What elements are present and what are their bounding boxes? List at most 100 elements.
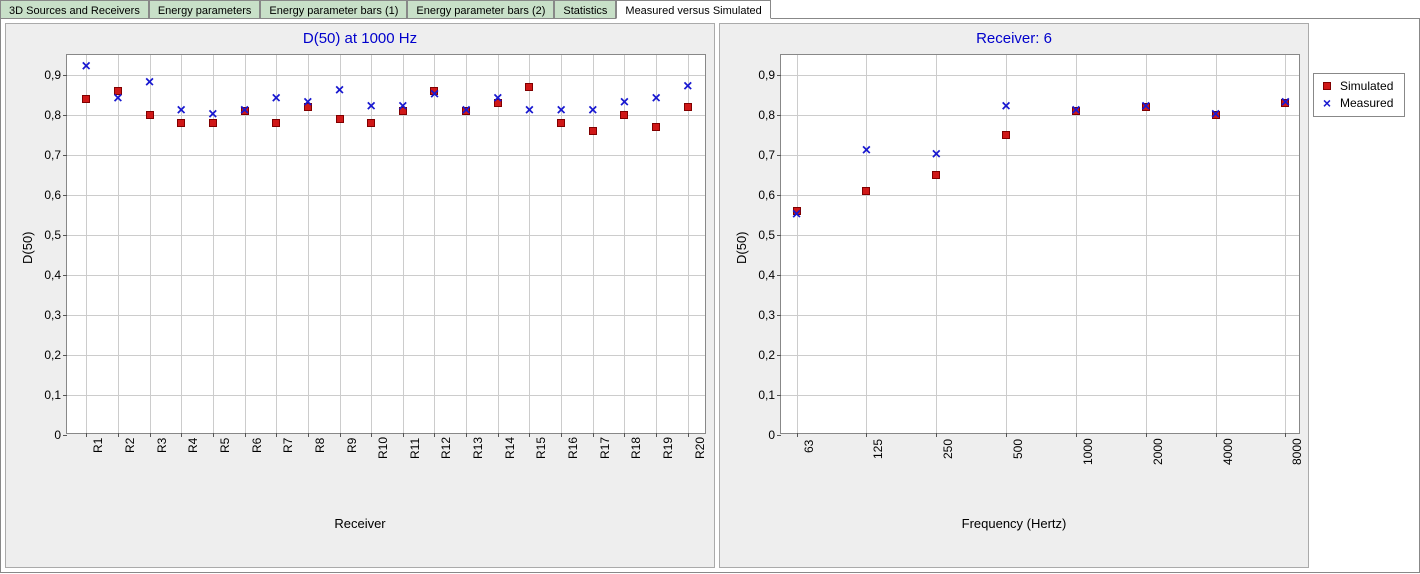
xtick-label: R16 xyxy=(558,437,580,459)
measured-point: × xyxy=(586,104,600,118)
xtick-label: R3 xyxy=(147,438,169,453)
legend-label: Measured xyxy=(1340,96,1393,110)
measured-point: × xyxy=(554,104,568,118)
plot-area: 00,10,20,30,40,50,60,70,80,9R1R2R3R4R5R6… xyxy=(66,54,706,434)
simulated-point xyxy=(82,95,90,103)
xtick-label: R10 xyxy=(368,437,390,459)
simulated-point xyxy=(862,187,870,195)
tab-3d-sources-and-receivers[interactable]: 3D Sources and Receivers xyxy=(0,0,149,19)
chart-frequency: Receiver: 600,10,20,30,40,50,60,70,80,96… xyxy=(719,23,1309,568)
measured-point: × xyxy=(1278,96,1292,110)
xtick-label: R14 xyxy=(495,437,517,459)
measured-point: × xyxy=(79,60,93,74)
xtick-label: 250 xyxy=(933,439,955,459)
legend-measured: × Measured xyxy=(1320,94,1398,112)
xtick-label: R19 xyxy=(653,437,675,459)
ytick-label: 0,5 xyxy=(44,228,67,242)
xtick-label: R6 xyxy=(242,438,264,453)
xtick-label: R12 xyxy=(431,437,453,459)
plot-area: 00,10,20,30,40,50,60,70,80,9631252505001… xyxy=(780,54,1300,434)
xtick-label: 8000 xyxy=(1282,438,1304,465)
legend-label: Simulated xyxy=(1340,79,1393,93)
ytick-label: 0,6 xyxy=(44,188,67,202)
square-icon xyxy=(1320,79,1334,93)
simulated-point xyxy=(146,111,154,119)
ytick-label: 0,3 xyxy=(758,308,781,322)
xtick-label: 63 xyxy=(794,440,816,453)
xtick-label: 1000 xyxy=(1073,438,1095,465)
xtick-label: 500 xyxy=(1003,439,1025,459)
simulated-point xyxy=(557,119,565,127)
xtick-label: R2 xyxy=(115,438,137,453)
ytick-label: 0,8 xyxy=(758,108,781,122)
xtick-label: R8 xyxy=(305,438,327,453)
measured-point: × xyxy=(269,92,283,106)
xtick-label: 2000 xyxy=(1143,438,1165,465)
ytick-label: 0,7 xyxy=(44,148,67,162)
measured-point: × xyxy=(333,84,347,98)
tab-energy-parameters[interactable]: Energy parameters xyxy=(149,0,261,19)
measured-point: × xyxy=(143,76,157,90)
legend-panel: Simulated × Measured xyxy=(1313,23,1409,568)
measured-point: × xyxy=(1139,100,1153,114)
xtick-label: 125 xyxy=(863,439,885,459)
ytick-label: 0,1 xyxy=(758,388,781,402)
simulated-point xyxy=(177,119,185,127)
ytick-label: 0,5 xyxy=(758,228,781,242)
tab-bar: 3D Sources and ReceiversEnergy parameter… xyxy=(0,0,1420,19)
measured-point: × xyxy=(459,104,473,118)
tab-energy-parameter-bars-1-[interactable]: Energy parameter bars (1) xyxy=(260,0,407,19)
measured-point: × xyxy=(238,104,252,118)
simulated-point xyxy=(652,123,660,131)
ytick-label: 0,6 xyxy=(758,188,781,202)
measured-point: × xyxy=(206,108,220,122)
measured-point: × xyxy=(617,96,631,110)
simulated-point xyxy=(1002,131,1010,139)
ytick-label: 0 xyxy=(768,428,781,442)
ytick-label: 0,2 xyxy=(758,348,781,362)
xtick-label: R11 xyxy=(400,438,422,459)
tab-statistics[interactable]: Statistics xyxy=(554,0,616,19)
simulated-point xyxy=(367,119,375,127)
measured-point: × xyxy=(1069,104,1083,118)
measured-point: × xyxy=(1209,108,1223,122)
x-icon: × xyxy=(1320,95,1334,111)
simulated-point xyxy=(932,171,940,179)
xtick-label: R18 xyxy=(621,437,643,459)
xtick-label: R9 xyxy=(337,438,359,453)
simulated-point xyxy=(589,127,597,135)
xtick-label: R5 xyxy=(210,438,232,453)
xtick-label: R1 xyxy=(83,438,105,453)
ytick-label: 0,1 xyxy=(44,388,67,402)
xtick-label: 4000 xyxy=(1213,438,1235,465)
measured-point: × xyxy=(859,144,873,158)
measured-point: × xyxy=(649,92,663,106)
simulated-point xyxy=(684,103,692,111)
measured-point: × xyxy=(111,92,125,106)
measured-point: × xyxy=(174,104,188,118)
x-axis-label: Frequency (Hertz) xyxy=(720,516,1308,531)
measured-point: × xyxy=(999,100,1013,114)
y-axis-label: D(50) xyxy=(734,231,749,264)
measured-point: × xyxy=(427,88,441,102)
measured-point: × xyxy=(790,208,804,222)
xtick-label: R4 xyxy=(178,438,200,453)
tab-energy-parameter-bars-2-[interactable]: Energy parameter bars (2) xyxy=(407,0,554,19)
simulated-point xyxy=(336,115,344,123)
ytick-label: 0,4 xyxy=(758,268,781,282)
simulated-point xyxy=(272,119,280,127)
ytick-label: 0,2 xyxy=(44,348,67,362)
chart-receivers: D(50) at 1000 Hz 00,10,20,30,40,50,60,70,… xyxy=(5,23,715,568)
ytick-label: 0,9 xyxy=(758,68,781,82)
tab-measured-versus-simulated[interactable]: Measured versus Simulated xyxy=(616,0,770,19)
legend-box: Simulated × Measured xyxy=(1313,73,1405,117)
chart-title: D(50) at 1000 Hz xyxy=(6,30,714,47)
ytick-label: 0,8 xyxy=(44,108,67,122)
measured-point: × xyxy=(522,104,536,118)
tab-content: D(50) at 1000 Hz00,10,20,30,40,50,60,70,… xyxy=(0,18,1420,573)
ytick-label: 0 xyxy=(54,428,67,442)
measured-point: × xyxy=(301,96,315,110)
measured-point: × xyxy=(929,148,943,162)
measured-point: × xyxy=(396,100,410,114)
measured-point: × xyxy=(491,92,505,106)
